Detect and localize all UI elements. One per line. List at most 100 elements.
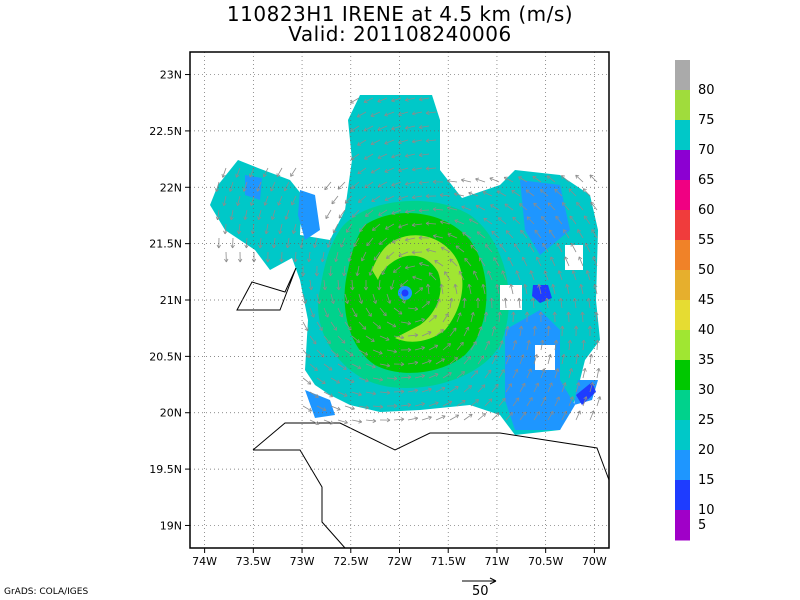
wind-vector — [230, 237, 235, 249]
wind-vector — [573, 325, 579, 337]
wind-vector — [596, 367, 601, 379]
wind-vector — [524, 311, 530, 323]
wind-vector — [537, 283, 542, 295]
colorbar-swatch — [675, 390, 690, 421]
wind-vector — [582, 396, 588, 407]
wind-vector — [370, 111, 381, 117]
colorbar: 80 75 70 65 60 55 50 45 40 35 30 25 20 15 105 — [675, 60, 715, 541]
wind-vector — [458, 270, 465, 281]
wind-vector — [411, 222, 423, 228]
wind-vector — [496, 190, 507, 197]
wind-vector — [351, 307, 358, 318]
coastline-west — [253, 449, 346, 548]
wind-vector — [449, 258, 458, 267]
wind-vector — [498, 340, 504, 351]
wind-vector — [470, 312, 475, 323]
wind-vectors — [215, 97, 602, 426]
wind-vector — [418, 152, 430, 158]
lat-tick-label: 23N — [160, 69, 182, 82]
lon-tick-label: 71.5W — [431, 555, 466, 568]
wind-vector — [400, 347, 412, 352]
wind-vector — [513, 243, 521, 253]
wind-vector — [518, 203, 528, 211]
wind-vector — [568, 188, 577, 197]
wind-vector — [538, 311, 544, 323]
wind-vector — [323, 307, 329, 318]
wind-vector — [414, 346, 425, 351]
lat-tick-label: 20N — [160, 407, 182, 420]
wind-vector — [490, 204, 500, 211]
wind-vector — [456, 399, 466, 407]
wind-vector — [504, 203, 514, 211]
wind-vector — [523, 283, 528, 295]
wind-vector — [558, 297, 564, 309]
wind-vector — [393, 362, 405, 367]
wind-vector — [561, 175, 570, 183]
wind-vector — [407, 416, 419, 421]
wind-vector — [340, 237, 346, 248]
colorbar-swatch — [675, 360, 690, 391]
wind-vector — [575, 353, 580, 365]
wind-vector — [519, 411, 527, 421]
wind-vector — [379, 307, 387, 317]
wind-vector — [529, 270, 535, 281]
colorbar-label: 25 — [698, 413, 715, 428]
wind-vector — [484, 340, 491, 351]
wind-vector — [435, 386, 446, 393]
wind-vector — [404, 265, 416, 270]
wind-vector — [583, 215, 591, 225]
colorbar-swatch — [675, 420, 690, 451]
wind-vector — [425, 194, 437, 199]
wind-vector — [393, 335, 405, 340]
wind-vector — [407, 333, 419, 338]
wind-vector — [384, 111, 395, 117]
wind-vector — [540, 339, 545, 351]
wind-vector — [546, 175, 556, 183]
wind-vector — [428, 344, 439, 351]
wind-vector — [325, 209, 332, 219]
wind-vector — [503, 176, 514, 183]
wind-vector — [511, 311, 516, 323]
wind-vector — [363, 125, 374, 132]
wind-vector — [372, 404, 384, 409]
wind-vector — [358, 405, 370, 410]
wind-vector — [491, 230, 500, 239]
wind-vector — [491, 326, 496, 337]
wind-vector — [517, 297, 522, 309]
wind-vector — [449, 357, 458, 365]
wind-vector — [484, 398, 493, 407]
wind-vector — [444, 271, 451, 281]
wind-vector — [256, 181, 262, 192]
wind-vector — [532, 325, 537, 337]
wind-vector — [358, 377, 369, 383]
wind-vector — [576, 201, 584, 211]
island-outline — [236, 267, 297, 311]
wind-vector — [353, 237, 360, 247]
wind-vector — [377, 97, 388, 103]
wind-vector — [400, 375, 412, 380]
wind-vector — [379, 363, 391, 368]
wind-vector — [351, 391, 362, 397]
wind-vector — [579, 283, 584, 295]
wind-vector — [515, 270, 521, 281]
wind-vector — [582, 188, 591, 197]
wind-vector — [357, 139, 367, 146]
wind-vector — [512, 340, 518, 351]
wind-vector — [373, 251, 381, 261]
wind-vector — [332, 223, 339, 234]
wind-vector — [389, 279, 395, 290]
wind-vector — [586, 297, 592, 309]
wind-vector — [512, 216, 521, 225]
wind-vector — [347, 251, 353, 262]
wind-vector — [456, 371, 465, 379]
wind-vector — [440, 246, 451, 253]
wind-vector — [541, 216, 549, 225]
wind-vector — [589, 382, 595, 393]
wind-vector — [547, 202, 556, 211]
wind-vector — [330, 321, 337, 331]
wind-vector — [320, 251, 325, 263]
wind-vector — [262, 167, 269, 178]
wind-vector — [277, 195, 283, 206]
wind-vector — [386, 293, 392, 304]
wind-vector — [434, 260, 444, 267]
